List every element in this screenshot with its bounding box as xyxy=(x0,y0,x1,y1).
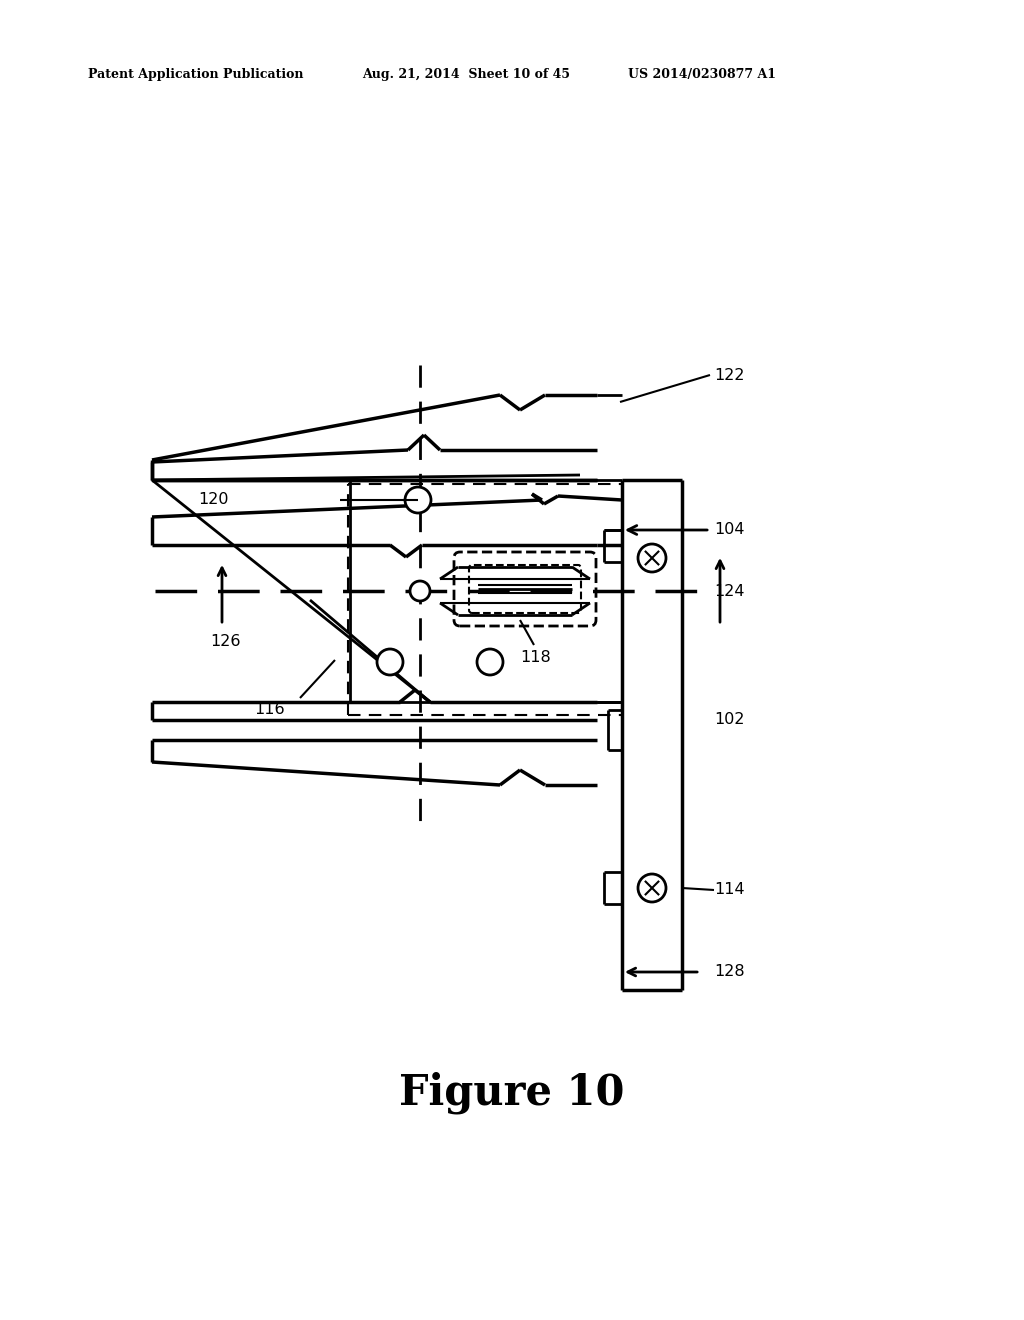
Text: 102: 102 xyxy=(714,713,744,727)
Text: 104: 104 xyxy=(714,523,744,537)
Circle shape xyxy=(638,544,666,572)
Text: 124: 124 xyxy=(714,583,744,598)
Text: Aug. 21, 2014  Sheet 10 of 45: Aug. 21, 2014 Sheet 10 of 45 xyxy=(362,69,570,81)
Text: 128: 128 xyxy=(714,965,744,979)
Circle shape xyxy=(477,649,503,675)
Circle shape xyxy=(406,487,431,513)
Circle shape xyxy=(410,581,430,601)
Text: 118: 118 xyxy=(520,651,551,665)
Text: 116: 116 xyxy=(254,702,285,718)
Text: 114: 114 xyxy=(714,883,744,898)
Text: Patent Application Publication: Patent Application Publication xyxy=(88,69,303,81)
Text: 126: 126 xyxy=(210,635,241,649)
Text: Figure 10: Figure 10 xyxy=(399,1072,625,1114)
Text: US 2014/0230877 A1: US 2014/0230877 A1 xyxy=(628,69,776,81)
Circle shape xyxy=(638,874,666,902)
Circle shape xyxy=(377,649,403,675)
Text: 122: 122 xyxy=(714,367,744,383)
Text: 120: 120 xyxy=(198,492,228,507)
